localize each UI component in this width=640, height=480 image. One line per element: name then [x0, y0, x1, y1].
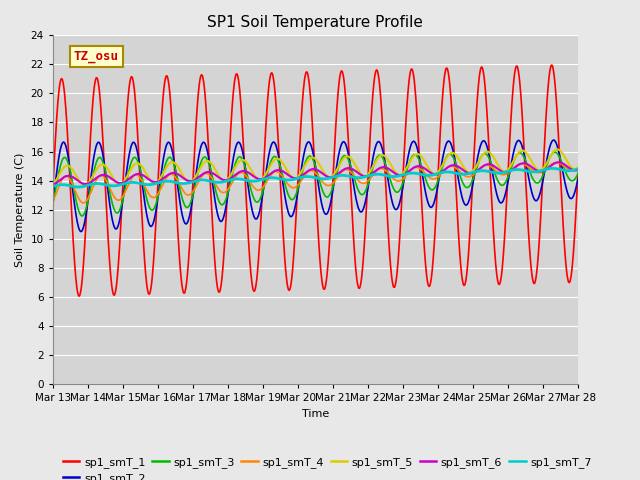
- sp1_smT_2: [550, 137, 557, 143]
- sp1_smT_5: [348, 157, 356, 163]
- Legend: sp1_smT_1, sp1_smT_2, sp1_smT_3, sp1_smT_4, sp1_smT_5, sp1_smT_6, sp1_smT_7: sp1_smT_1, sp1_smT_2, sp1_smT_3, sp1_smT…: [58, 452, 596, 480]
- sp1_smT_4: [292, 184, 300, 190]
- sp1_smT_4: [111, 195, 119, 201]
- sp1_smT_3: [78, 213, 86, 219]
- Line: sp1_smT_7: sp1_smT_7: [53, 168, 578, 187]
- sp1_smT_4: [574, 167, 582, 172]
- sp1_smT_1: [283, 278, 291, 284]
- sp1_smT_2: [574, 176, 582, 182]
- sp1_smT_7: [90, 181, 98, 187]
- sp1_smT_3: [90, 169, 98, 175]
- X-axis label: Time: Time: [301, 408, 329, 419]
- sp1_smT_7: [75, 184, 83, 190]
- sp1_smT_5: [554, 146, 561, 152]
- sp1_smT_4: [552, 160, 560, 166]
- sp1_smT_3: [272, 154, 280, 160]
- sp1_smT_4: [272, 168, 280, 174]
- sp1_smT_7: [49, 183, 57, 189]
- sp1_smT_5: [292, 175, 300, 181]
- sp1_smT_6: [348, 166, 355, 172]
- sp1_smT_3: [551, 149, 559, 155]
- sp1_smT_6: [292, 175, 300, 181]
- sp1_smT_2: [272, 143, 280, 148]
- sp1_smT_3: [574, 171, 582, 177]
- sp1_smT_6: [574, 167, 582, 173]
- sp1_smT_4: [283, 180, 291, 186]
- sp1_smT_4: [90, 182, 98, 188]
- sp1_smT_7: [292, 176, 300, 181]
- sp1_smT_4: [49, 198, 57, 204]
- sp1_smT_7: [348, 174, 356, 180]
- sp1_smT_5: [49, 182, 57, 188]
- sp1_smT_3: [111, 209, 119, 215]
- sp1_smT_6: [90, 178, 97, 183]
- sp1_smT_2: [292, 198, 300, 204]
- sp1_smT_6: [283, 171, 291, 177]
- sp1_smT_5: [81, 182, 88, 188]
- sp1_smT_2: [90, 154, 98, 160]
- sp1_smT_2: [77, 228, 84, 234]
- Title: SP1 Soil Temperature Profile: SP1 Soil Temperature Profile: [207, 15, 423, 30]
- sp1_smT_6: [555, 159, 563, 165]
- sp1_smT_1: [574, 170, 582, 176]
- sp1_smT_7: [283, 177, 291, 183]
- Y-axis label: Soil Temperature (C): Soil Temperature (C): [15, 153, 25, 267]
- Line: sp1_smT_2: sp1_smT_2: [53, 140, 578, 231]
- sp1_smT_5: [90, 171, 98, 177]
- sp1_smT_1: [548, 62, 556, 68]
- sp1_smT_6: [111, 178, 118, 184]
- sp1_smT_3: [283, 188, 291, 193]
- sp1_smT_7: [574, 166, 582, 172]
- sp1_smT_5: [283, 167, 291, 173]
- Line: sp1_smT_6: sp1_smT_6: [53, 162, 578, 185]
- sp1_smT_4: [79, 200, 87, 206]
- sp1_smT_1: [348, 207, 356, 213]
- sp1_smT_5: [272, 156, 280, 162]
- Line: sp1_smT_1: sp1_smT_1: [53, 65, 578, 296]
- sp1_smT_3: [292, 191, 300, 197]
- sp1_smT_1: [272, 101, 280, 107]
- sp1_smT_6: [49, 182, 57, 188]
- sp1_smT_2: [348, 172, 356, 178]
- sp1_smT_1: [76, 293, 83, 299]
- sp1_smT_1: [292, 209, 300, 215]
- sp1_smT_5: [111, 179, 119, 184]
- Text: TZ_osu: TZ_osu: [74, 50, 119, 63]
- sp1_smT_2: [49, 201, 57, 206]
- sp1_smT_7: [272, 175, 280, 181]
- sp1_smT_6: [272, 168, 280, 173]
- sp1_smT_1: [90, 88, 98, 94]
- Line: sp1_smT_3: sp1_smT_3: [53, 152, 578, 216]
- sp1_smT_2: [111, 226, 119, 231]
- sp1_smT_4: [348, 170, 356, 176]
- sp1_smT_7: [548, 166, 556, 171]
- sp1_smT_3: [348, 168, 356, 173]
- sp1_smT_5: [574, 165, 582, 170]
- Line: sp1_smT_4: sp1_smT_4: [53, 163, 578, 203]
- sp1_smT_1: [111, 290, 119, 296]
- sp1_smT_7: [111, 183, 119, 189]
- Line: sp1_smT_5: sp1_smT_5: [53, 149, 578, 185]
- sp1_smT_3: [49, 201, 57, 207]
- sp1_smT_2: [283, 204, 291, 209]
- sp1_smT_1: [49, 185, 57, 191]
